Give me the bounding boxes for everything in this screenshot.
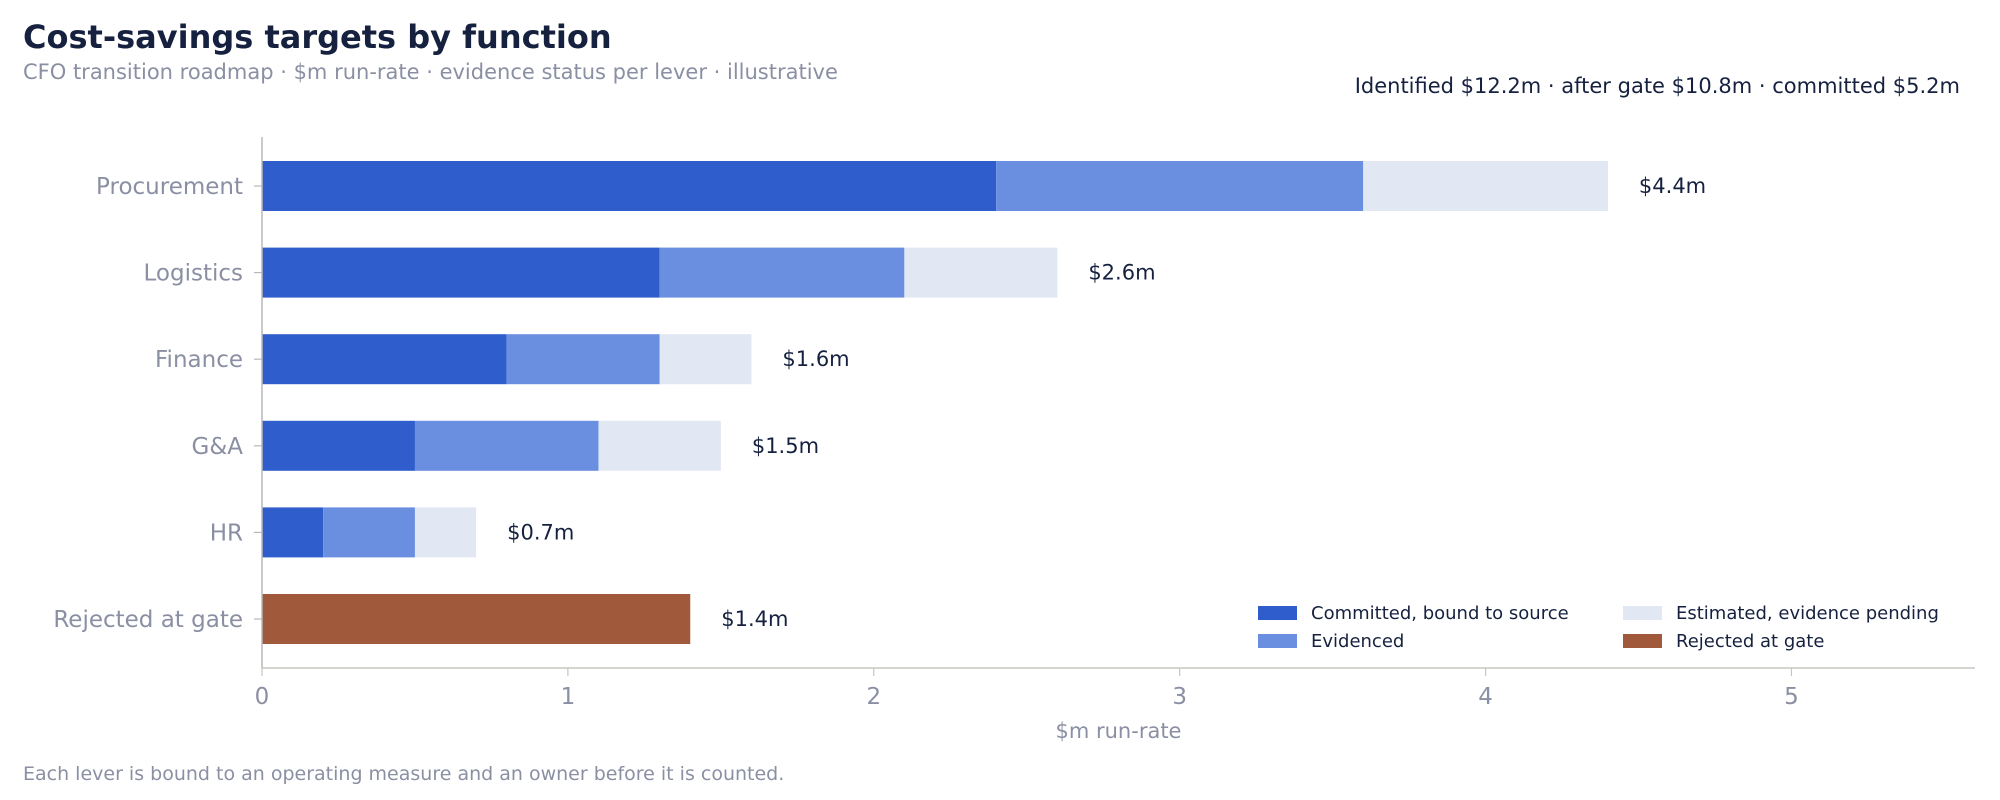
bar-committed bbox=[262, 420, 415, 471]
chart-footnote: Each lever is bound to an operating meas… bbox=[23, 763, 785, 785]
x-axis-label: $m run-rate bbox=[1056, 719, 1182, 743]
legend-label-estimated: Estimated, evidence pending bbox=[1676, 603, 1939, 624]
x-tick-label: 1 bbox=[561, 684, 576, 710]
bar-evidenced bbox=[414, 420, 599, 471]
bar-estimated bbox=[904, 247, 1058, 298]
bar-evidenced bbox=[996, 161, 1364, 211]
x-tick-label: 5 bbox=[1784, 684, 1799, 710]
legend-label-committed: Committed, bound to source bbox=[1311, 603, 1569, 624]
category-label: Finance bbox=[155, 347, 243, 373]
bar-committed bbox=[262, 247, 660, 298]
bar-evidenced bbox=[506, 334, 660, 385]
bar-total-label: $1.6m bbox=[782, 347, 849, 371]
bar-committed bbox=[262, 161, 997, 211]
category-label: Logistics bbox=[144, 261, 244, 287]
x-tick-label: 3 bbox=[1172, 684, 1187, 710]
legend-label-rejected: Rejected at gate bbox=[1676, 631, 1824, 652]
category-label: Procurement bbox=[96, 174, 243, 200]
x-tick-label: 2 bbox=[866, 684, 881, 710]
bar-committed bbox=[262, 507, 324, 558]
bar-estimated bbox=[598, 420, 721, 471]
bar-estimated bbox=[659, 334, 752, 385]
summary-totals: Identified $12.2m · after gate $10.8m · … bbox=[1354, 74, 1960, 98]
bar-total-label: $4.4m bbox=[1639, 174, 1706, 198]
bar-total-label: $2.6m bbox=[1088, 261, 1155, 285]
legend-swatch-committed bbox=[1258, 606, 1297, 620]
bar-estimated bbox=[414, 507, 477, 558]
x-tick-label: 0 bbox=[255, 684, 270, 710]
chart-title: Cost-savings targets by function bbox=[23, 18, 612, 56]
bar-total-label: $1.5m bbox=[752, 434, 819, 458]
bar-committed bbox=[262, 334, 507, 385]
chart-subtitle: CFO transition roadmap · $m run-rate · e… bbox=[23, 60, 838, 84]
bar-evidenced bbox=[659, 247, 905, 298]
bar-total-label: $1.4m bbox=[721, 607, 788, 631]
bar-evidenced bbox=[323, 507, 415, 558]
legend-label-evidenced: Evidenced bbox=[1311, 631, 1404, 652]
x-tick-label: 4 bbox=[1478, 684, 1493, 710]
category-label: G&A bbox=[192, 434, 244, 460]
legend-swatch-estimated bbox=[1623, 606, 1662, 620]
bar-estimated bbox=[1363, 161, 1608, 211]
bar-rejected bbox=[262, 594, 691, 644]
bar-total-label: $0.7m bbox=[507, 520, 574, 544]
category-label: Rejected at gate bbox=[53, 607, 243, 633]
legend-swatch-evidenced bbox=[1258, 634, 1297, 648]
legend-swatch-rejected bbox=[1623, 634, 1662, 648]
category-label: HR bbox=[210, 520, 243, 546]
